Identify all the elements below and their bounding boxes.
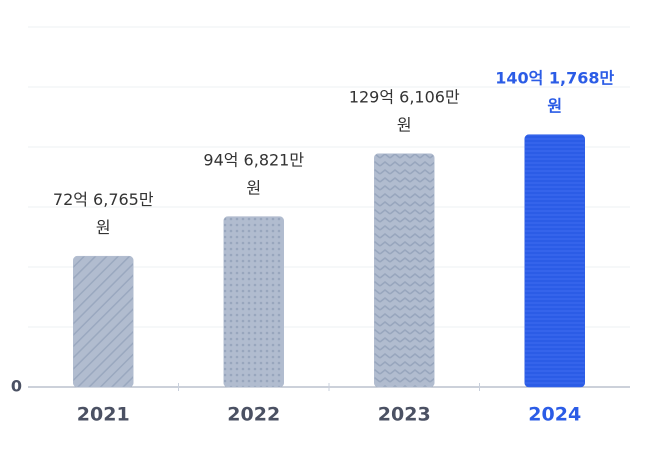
- x-tick-label: 2021: [77, 404, 130, 426]
- value-label: 94억 6,821만 원: [203, 150, 304, 197]
- value-label: 140억 1,768만 원: [495, 68, 614, 115]
- x-tick-label: 2024: [528, 404, 581, 426]
- bar: [223, 216, 284, 388]
- y-tick-label: 0: [11, 377, 22, 396]
- value-label: 129억 6,106만 원: [349, 87, 460, 134]
- bar: [524, 134, 585, 388]
- bar: [374, 153, 435, 388]
- x-tick-label: 2022: [227, 404, 280, 426]
- bar: [73, 255, 134, 388]
- value-label: 72억 6,765만 원: [53, 190, 154, 237]
- x-tick-label: 2023: [378, 404, 431, 426]
